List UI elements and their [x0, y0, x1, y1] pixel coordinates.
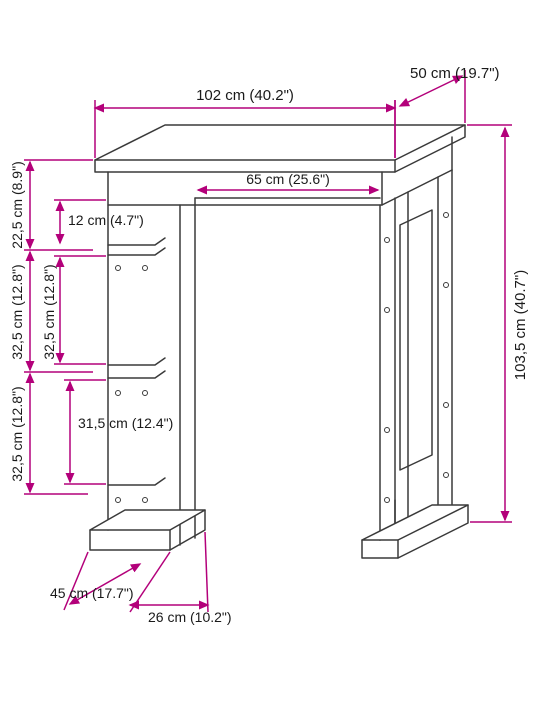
dim-top-width: 102 cm (40.2") [196, 87, 294, 104]
dim-base-width: 26 cm (10.2") [148, 609, 232, 625]
furniture-dimension-diagram: 102 cm (40.2") 50 cm (19.7") 65 cm (25.6… [0, 0, 540, 720]
dim-left2: 32,5 cm (12.8") [9, 264, 25, 359]
dim-top-depth: 50 cm (19.7") [410, 65, 500, 82]
dim-left3: 32,5 cm (12.8") [9, 386, 25, 481]
dim-height: 103,5 cm (40.7") [512, 270, 529, 380]
dim-left1: 22,5 cm (8.9") [9, 161, 25, 248]
dim-shelf1: 12 cm (4.7") [68, 212, 144, 228]
dim-shelf3: 31,5 cm (12.4") [78, 415, 173, 431]
dim-base-depth: 45 cm (17.7") [50, 585, 134, 601]
dim-inner-width: 65 cm (25.6") [246, 171, 330, 187]
dim-shelf2: 32,5 cm (12.8") [41, 264, 57, 359]
